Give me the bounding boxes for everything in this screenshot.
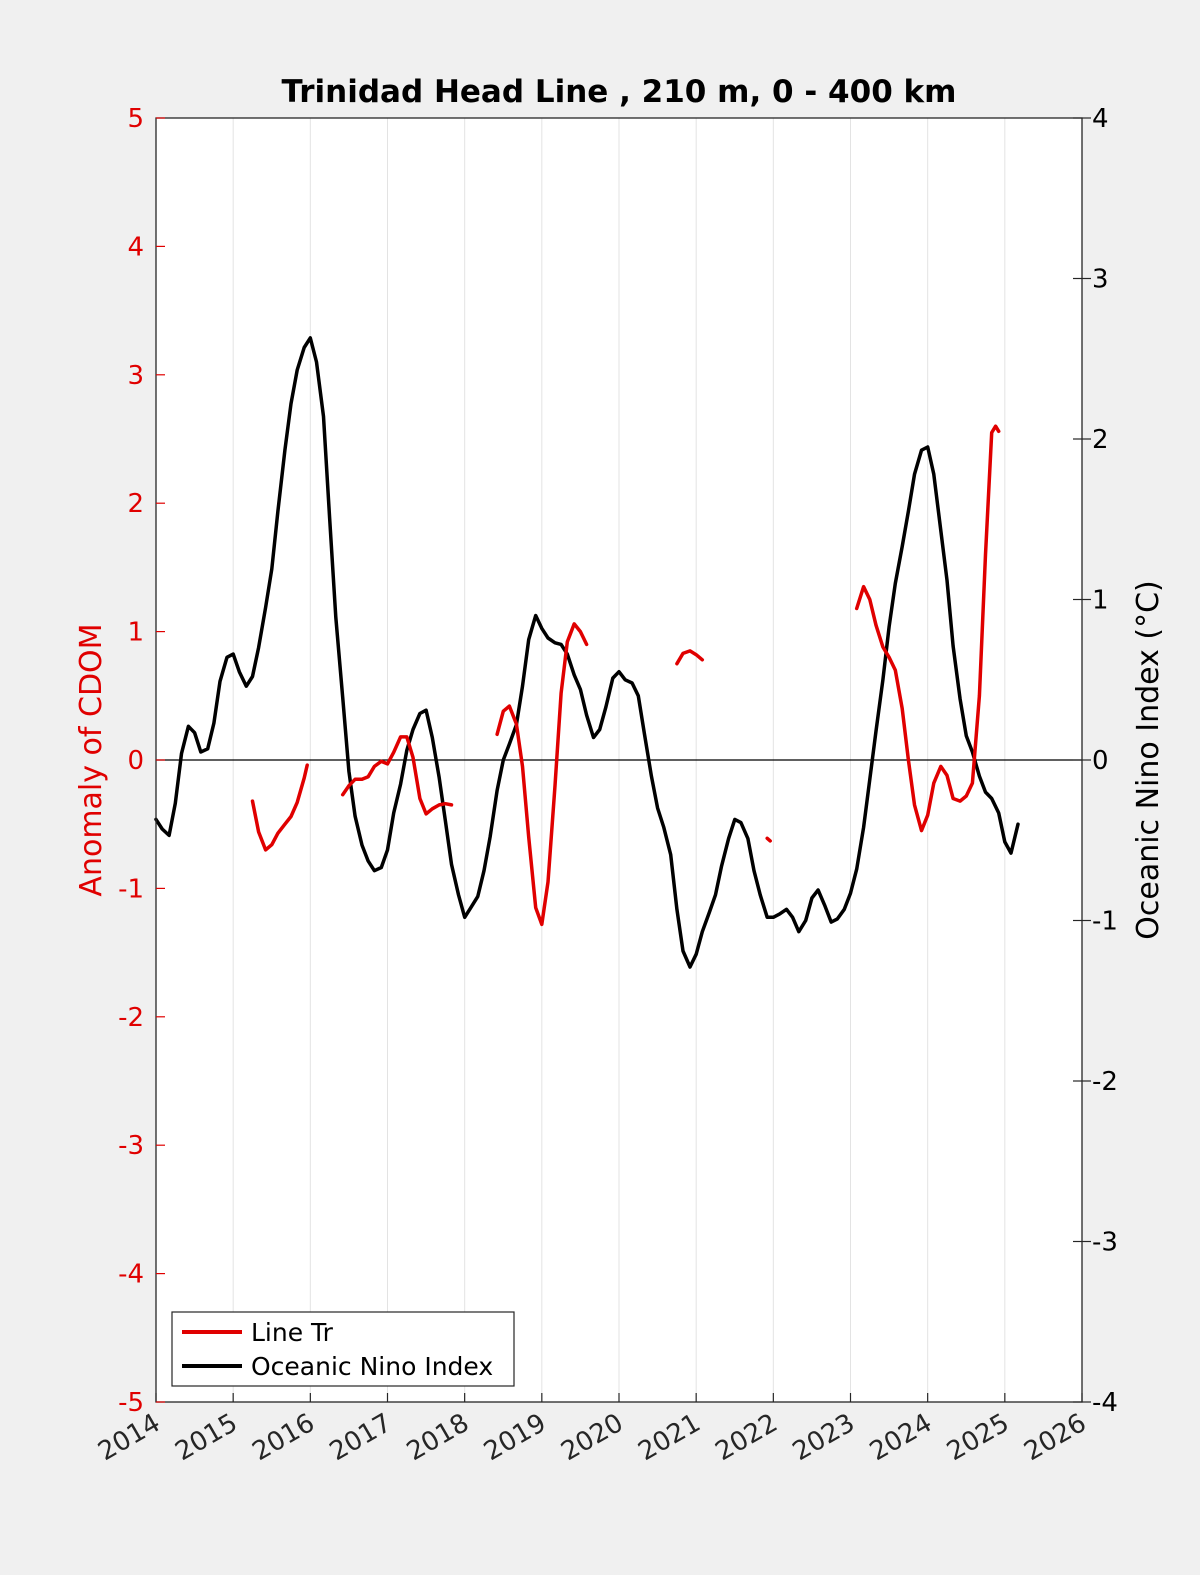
y-right-tick-label--1: -1 xyxy=(1092,907,1118,937)
y-left-tick-label--2: -2 xyxy=(118,1003,144,1033)
legend-box xyxy=(171,1311,515,1387)
y-left-tick-label-2: 2 xyxy=(127,489,144,519)
legend: Line Tr Oceanic Nino Index xyxy=(171,1311,515,1387)
y-left-tick-label-3: 3 xyxy=(127,361,144,391)
y-left-tick-label-5: 5 xyxy=(127,104,144,134)
y-right-tick-label-0: 0 xyxy=(1092,746,1109,776)
series-line-tr-segment-2 xyxy=(495,622,589,927)
y-left-tick-label--1: -1 xyxy=(118,874,144,904)
series-line-tr-segment-3 xyxy=(675,649,705,666)
y-axis-right: -4 -3 -2 -1 0 1 2 3 4 xyxy=(1073,104,1118,1418)
series-line-tr-segment-4 xyxy=(765,836,772,843)
y-right-tick-label-2: 2 xyxy=(1092,425,1109,455)
y-right-tick-label--4: -4 xyxy=(1092,1388,1118,1418)
y-left-tick-label-1: 1 xyxy=(127,618,144,648)
y-axis-left: -5 -4 -3 -2 -1 0 1 2 3 4 5 xyxy=(118,104,165,1418)
y-left-tick-label--5: -5 xyxy=(118,1388,144,1418)
y-right-tick-label-1: 1 xyxy=(1092,586,1109,616)
legend-label-oni: Oceanic Nino Index xyxy=(251,1352,493,1381)
y-left-tick-label-4: 4 xyxy=(127,232,144,262)
y-left-tick-label-0: 0 xyxy=(127,746,144,776)
series-oni-segment-0 xyxy=(154,336,1020,969)
series-line-tr-segment-0 xyxy=(250,763,309,852)
y-right-tick-label--3: -3 xyxy=(1092,1228,1118,1258)
legend-label-line-tr: Line Tr xyxy=(251,1318,334,1347)
y-right-tick-label-3: 3 xyxy=(1092,265,1109,295)
chart-title: Trinidad Head Line , 210 m, 0 - 400 km xyxy=(282,74,957,110)
series-line-tr-segment-1 xyxy=(340,735,454,816)
y-left-tick-label--4: -4 xyxy=(118,1260,144,1290)
y-axis-right-label: Oceanic Nino Index (°C) xyxy=(1131,580,1166,940)
y-right-tick-label-4: 4 xyxy=(1092,104,1109,134)
series-layer xyxy=(154,336,1020,969)
y-left-tick-label--3: -3 xyxy=(118,1131,144,1161)
y-right-tick-label--2: -2 xyxy=(1092,1067,1118,1097)
y-axis-left-label: Anomaly of CDOM xyxy=(74,623,109,896)
series-line-tr-segment-5 xyxy=(854,424,1001,833)
